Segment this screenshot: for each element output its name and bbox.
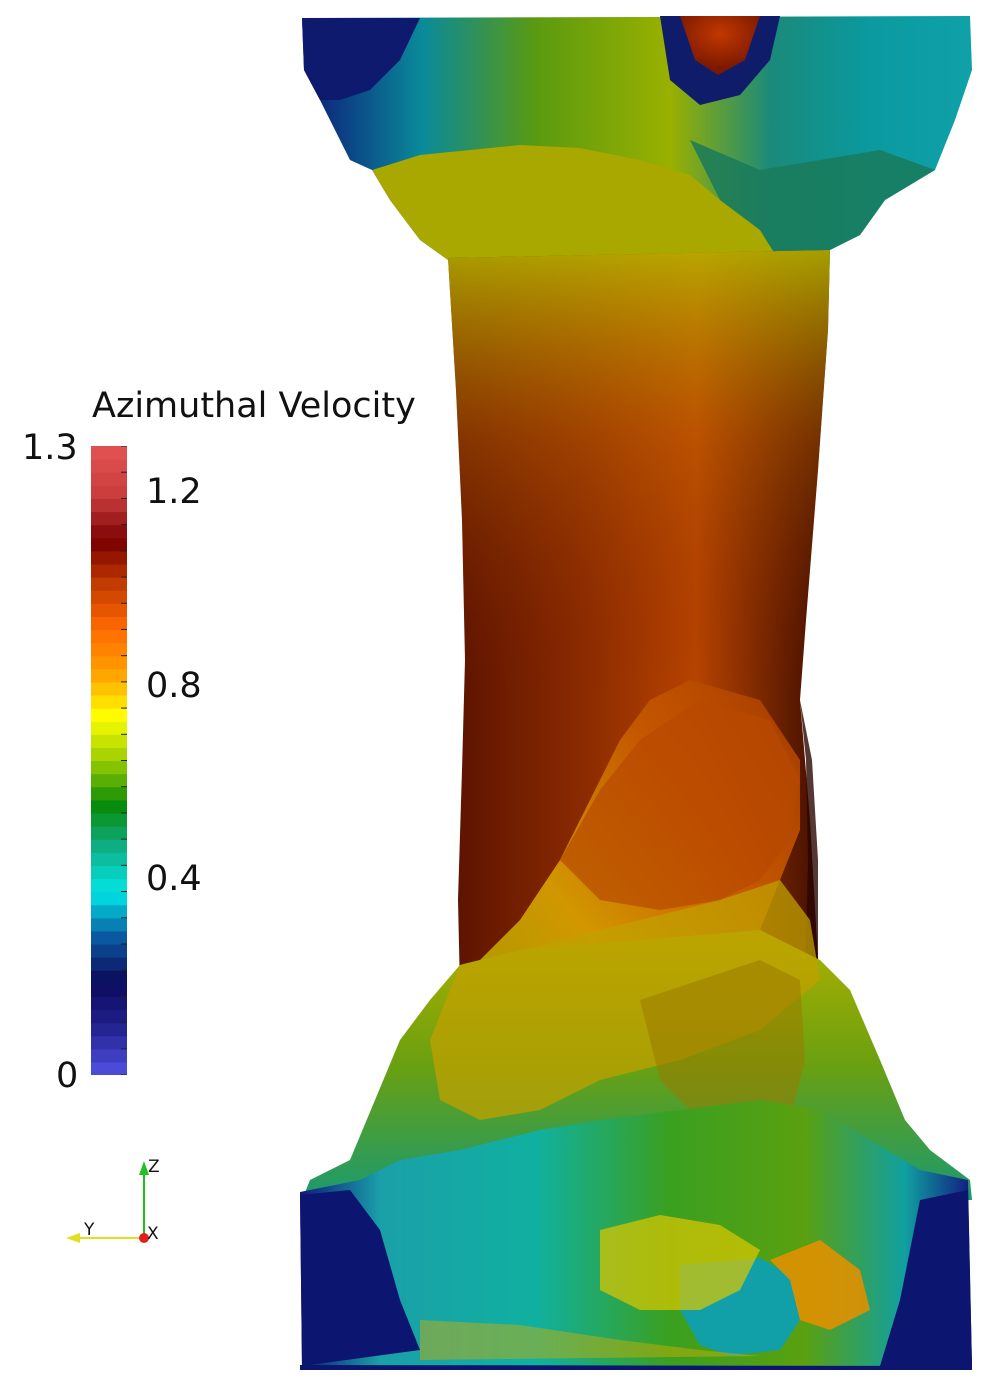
- colorbar-band: [91, 577, 127, 591]
- colorbar-band: [91, 721, 127, 735]
- colorbar-band: [91, 983, 127, 997]
- colorbar-band: [91, 485, 127, 500]
- axis-label-y: Y: [84, 1220, 95, 1240]
- colorbar-band: [91, 904, 127, 919]
- colorbar-band: [91, 917, 127, 932]
- colorbar-band: [91, 629, 127, 644]
- axis-label-z: Z: [148, 1157, 160, 1177]
- colorbar-band: [91, 930, 127, 945]
- colorbar-band: [91, 537, 127, 552]
- colorbar-band: [91, 878, 127, 893]
- colorbar-band: [91, 472, 127, 486]
- y-arrow-icon: [66, 1233, 80, 1243]
- colorbar-band: [91, 590, 127, 604]
- colorbar-band: [91, 498, 127, 513]
- colorbar-band: [91, 747, 127, 762]
- colorbar-band: [91, 839, 127, 853]
- colorbar-band: [91, 891, 127, 906]
- colorbar-title: Azimuthal Velocity: [92, 386, 416, 426]
- colorbar-band: [91, 1061, 127, 1075]
- colorbar-band: [91, 786, 127, 801]
- colorbar-band: [91, 655, 127, 670]
- colorbar-band: [91, 996, 127, 1011]
- colorbar-band: [91, 852, 127, 866]
- colorbar-band: [91, 826, 127, 840]
- colorbar-band: [91, 694, 127, 709]
- colorbar-band: [91, 734, 127, 748]
- colorbar-band: [91, 1022, 127, 1037]
- colorbar-band: [91, 550, 127, 565]
- colorbar-band: [91, 760, 127, 775]
- colorbar-band: [91, 668, 127, 683]
- colorbar-band: [91, 773, 127, 788]
- colorbar-band: [91, 446, 127, 460]
- x-axis-dot-icon: [139, 1233, 149, 1243]
- colorbar: [91, 446, 127, 1075]
- z-arrow-icon: [139, 1161, 149, 1175]
- colorbar-tick-label: 1.2: [146, 472, 202, 513]
- orientation-axes: [66, 1161, 149, 1243]
- colorbar-band: [91, 812, 127, 827]
- colorbar-band: [91, 563, 127, 578]
- colorbar-tick-label: 0.8: [146, 665, 202, 706]
- colorbar-band: [91, 642, 127, 657]
- colorbar-band: [91, 459, 127, 473]
- colorbar-band: [91, 708, 127, 722]
- colorbar-tick-label: 0.4: [146, 859, 202, 900]
- colorbar-band: [91, 943, 127, 958]
- colorbar-band: [91, 603, 127, 617]
- colorbar-band: [91, 970, 127, 984]
- colorbar-band: [91, 1048, 127, 1063]
- colorbar-min-label: 0: [56, 1056, 79, 1096]
- axis-label-x: X: [147, 1224, 159, 1244]
- colorbar-band: [91, 1035, 127, 1050]
- colorbar-band: [91, 681, 127, 696]
- colorbar-band: [91, 524, 127, 539]
- colorbar-band: [91, 865, 127, 880]
- colorbar-band: [91, 511, 127, 526]
- colorbar-band: [91, 1009, 127, 1024]
- colorbar-band: [91, 957, 127, 971]
- colorbar-band: [91, 616, 127, 631]
- colorbar-band: [91, 799, 127, 814]
- colorbar-max-label: 1.3: [22, 428, 78, 468]
